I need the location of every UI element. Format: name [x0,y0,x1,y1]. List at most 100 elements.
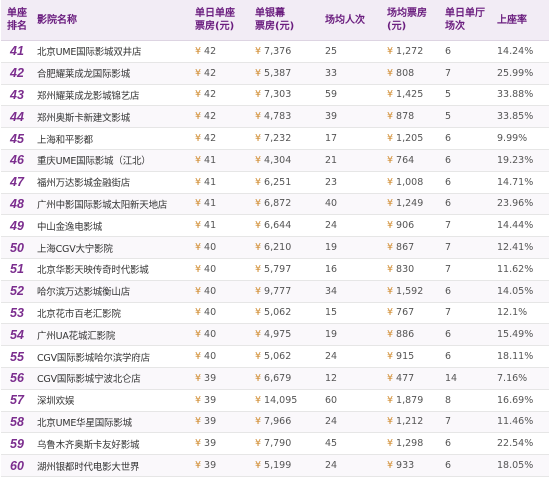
table-row: 59 乌鲁木齐奥斯卡友好影城 ¥39 ¥7,790 45 ¥1,298 6 22.54% [1,432,549,456]
hall-shows-cell: 7 [441,214,493,238]
screen-box-cell: ¥7,232 [251,127,321,150]
rank-cell: 56 [1,367,33,390]
rank-cell: 57 [1,389,33,412]
occupancy-cell: 12.1% [493,302,549,325]
table-row: 52 哈尔滨万达影城衡山店 ¥40 ¥9,777 34 ¥1,592 6 14.05% [1,280,549,303]
audience-cell: 60 [321,389,383,412]
hall-shows-cell: 6 [441,432,493,456]
currency-symbol: ¥ [387,329,394,341]
seat-box-cell: ¥42 [191,105,251,129]
hall-shows-cell: 6 [441,345,493,368]
seat-box-cell: ¥41 [191,149,251,172]
seat-box-cell: ¥39 [191,411,251,434]
screen-box-cell: ¥9,777 [251,280,321,303]
seat-box-cell-value: 39 [204,460,217,472]
seat-box-cell-value: 41 [204,176,217,188]
currency-symbol: ¥ [255,45,262,57]
avg-box-cell-value: 1,425 [396,89,424,101]
rank-cell: 42 [1,62,33,85]
avg-box-cell: ¥1,298 [383,432,441,456]
currency-symbol: ¥ [195,372,202,384]
header-row: 单座 排名 影院名称 单日单座 票房(元) 单银幕 票房(元) 场均人次 场均票房(元… [1,0,549,41]
audience-cell: 24 [321,345,383,368]
cinema-name-cell: 北京UME国际影城双井店 [33,40,191,63]
screen-box-cell-value: 7,232 [264,133,292,145]
table-row: 49 中山金逸电影城 ¥41 ¥6,644 24 ¥906 7 14.44% [1,214,549,238]
currency-symbol: ¥ [255,438,262,450]
audience-cell: 23 [321,171,383,194]
audience-cell: 17 [321,127,383,150]
hall-shows-cell: 6 [441,280,493,303]
table-row: 60 湖州银都时代电影大世界 ¥39 ¥5,199 24 ¥933 6 18.05% [1,454,549,477]
audience-cell: 34 [321,280,383,303]
screen-box-cell: ¥6,872 [251,193,321,216]
audience-cell: 33 [321,62,383,85]
screen-box-cell-value: 6,679 [264,372,292,384]
hall-shows-cell: 7 [441,302,493,325]
header-audience: 场均人次 [321,0,383,41]
rank-cell: 59 [1,432,33,456]
seat-box-cell-value: 42 [204,111,217,123]
screen-box-cell: ¥5,387 [251,62,321,85]
currency-symbol: ¥ [195,329,202,341]
currency-symbol: ¥ [195,285,202,297]
audience-cell: 25 [321,40,383,63]
currency-symbol: ¥ [387,460,394,472]
currency-symbol: ¥ [255,394,262,406]
occupancy-cell: 25.99% [493,62,549,85]
occupancy-cell: 18.11% [493,345,549,368]
occupancy-cell: 22.54% [493,432,549,456]
table-row: 51 北京华影天映传奇时代影城 ¥40 ¥5,797 16 ¥830 7 11.62% [1,258,549,281]
hall-shows-cell: 7 [441,258,493,281]
currency-symbol: ¥ [195,176,202,188]
table-row: 54 广州UA花城汇影院 ¥40 ¥4,975 19 ¥886 6 15.49% [1,323,549,347]
occupancy-cell: 15.49% [493,323,549,347]
avg-box-cell: ¥1,008 [383,171,441,194]
screen-box-cell-value: 4,304 [264,154,292,166]
avg-box-cell: ¥830 [383,258,441,281]
cinema-name-cell: CGV国际影城宁波北仑店 [33,367,191,390]
currency-symbol: ¥ [195,351,202,363]
seat-box-cell-value: 41 [204,198,217,210]
currency-symbol: ¥ [387,111,394,123]
currency-symbol: ¥ [255,307,262,319]
header-rank: 单座 排名 [1,0,33,41]
seat-box-cell: ¥41 [191,193,251,216]
currency-symbol: ¥ [387,133,394,145]
header-screen-box: 单银幕 票房(元) [251,0,321,41]
currency-symbol: ¥ [387,45,394,57]
avg-box-cell-value: 1,205 [396,133,424,145]
screen-box-cell-value: 5,797 [264,263,292,275]
screen-box-cell-value: 14,095 [264,394,298,406]
seat-box-cell: ¥39 [191,389,251,412]
currency-symbol: ¥ [387,242,394,254]
avg-box-cell: ¥1,212 [383,411,441,434]
avg-box-cell-value: 1,879 [396,394,424,406]
cinema-name-cell: 北京UME华星国际影城 [33,411,191,434]
seat-box-cell-value: 41 [204,154,217,166]
occupancy-cell: 11.62% [493,258,549,281]
avg-box-cell-value: 1,298 [396,438,424,450]
currency-symbol: ¥ [255,133,262,145]
seat-box-cell: ¥41 [191,171,251,194]
table-body: 41 北京UME国际影城双井店 ¥42 ¥7,376 25 ¥1,272 6 14.24% 42… [1,40,549,477]
occupancy-cell: 7.16% [493,367,549,390]
hall-shows-cell: 6 [441,127,493,150]
seat-box-cell: ¥40 [191,302,251,325]
hall-shows-cell: 6 [441,40,493,63]
avg-box-cell: ¥867 [383,236,441,259]
rank-cell: 47 [1,171,33,194]
currency-symbol: ¥ [387,89,394,101]
currency-symbol: ¥ [255,89,262,101]
seat-box-cell: ¥42 [191,62,251,85]
table-row: 56 CGV国际影城宁波北仑店 ¥39 ¥6,679 12 ¥477 14 7.16% [1,367,549,390]
currency-symbol: ¥ [387,220,394,232]
screen-box-cell: ¥6,210 [251,236,321,259]
seat-box-cell-value: 42 [204,133,217,145]
occupancy-cell: 14.71% [493,171,549,194]
rank-cell: 55 [1,345,33,368]
hall-shows-cell: 6 [441,171,493,194]
screen-box-cell-value: 7,376 [264,45,292,57]
avg-box-cell: ¥764 [383,149,441,172]
cinema-name-cell: 湖州银都时代电影大世界 [33,454,191,477]
